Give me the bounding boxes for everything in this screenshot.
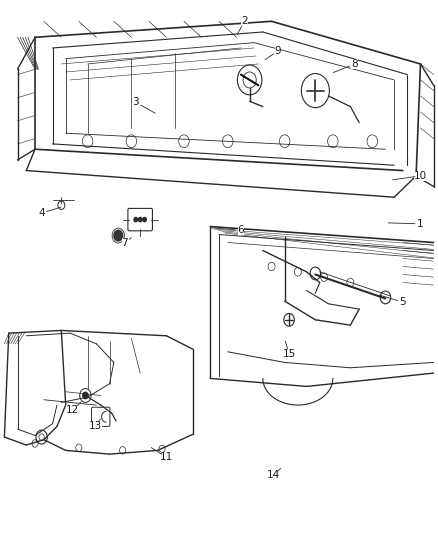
Circle shape [143, 217, 146, 222]
Text: 15: 15 [283, 350, 296, 359]
Text: 14: 14 [267, 471, 280, 480]
Text: 1: 1 [417, 219, 424, 229]
Text: 10: 10 [414, 171, 427, 181]
Text: 8: 8 [351, 59, 358, 69]
Text: 6: 6 [237, 225, 244, 235]
Text: 7: 7 [121, 238, 128, 247]
Circle shape [134, 217, 138, 222]
Text: 3: 3 [132, 98, 139, 107]
Circle shape [138, 217, 142, 222]
Text: 9: 9 [275, 46, 282, 55]
Text: 11: 11 [160, 453, 173, 462]
Text: 13: 13 [89, 422, 102, 431]
Text: 12: 12 [66, 406, 79, 415]
Text: 2: 2 [241, 17, 248, 26]
Text: 5: 5 [399, 297, 406, 307]
Circle shape [114, 230, 123, 241]
Circle shape [83, 392, 88, 399]
Text: 4: 4 [38, 208, 45, 218]
